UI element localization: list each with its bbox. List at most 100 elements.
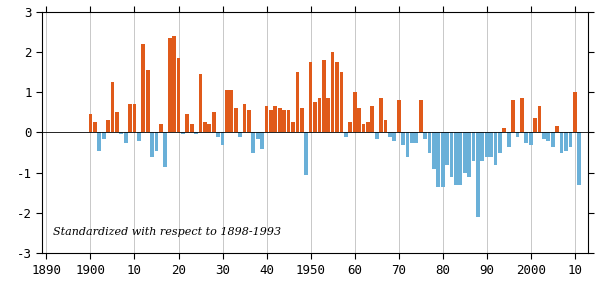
Bar	[176, 58, 181, 132]
Bar	[238, 132, 242, 137]
Bar	[300, 108, 304, 132]
Bar	[225, 90, 229, 132]
Bar	[362, 124, 365, 132]
Bar	[538, 106, 541, 132]
Bar	[283, 110, 286, 132]
Bar	[520, 98, 524, 132]
Bar	[274, 106, 277, 132]
Bar	[529, 132, 533, 145]
Bar	[410, 132, 414, 143]
Bar	[93, 122, 97, 132]
Bar	[419, 100, 422, 132]
Bar	[199, 74, 202, 132]
Bar	[485, 132, 488, 157]
Bar	[388, 132, 392, 137]
Bar	[137, 132, 141, 141]
Bar	[415, 132, 418, 143]
Bar	[234, 108, 238, 132]
Bar	[502, 128, 506, 132]
Bar	[551, 132, 554, 147]
Bar	[203, 122, 207, 132]
Bar	[569, 132, 572, 147]
Bar	[326, 98, 330, 132]
Bar	[260, 132, 264, 149]
Bar	[331, 52, 334, 132]
Bar	[317, 98, 321, 132]
Bar	[498, 132, 502, 153]
Bar	[110, 82, 115, 132]
Bar	[423, 132, 427, 139]
Bar	[547, 132, 550, 141]
Bar	[494, 132, 497, 165]
Bar	[296, 72, 299, 132]
Bar	[221, 132, 224, 145]
Bar	[577, 132, 581, 185]
Bar	[309, 62, 313, 132]
Bar	[181, 132, 185, 134]
Bar	[481, 132, 484, 161]
Bar	[467, 132, 471, 177]
Bar	[322, 60, 326, 132]
Bar	[150, 132, 154, 157]
Bar	[119, 132, 123, 134]
Bar	[278, 108, 281, 132]
Bar	[344, 132, 347, 137]
Bar	[155, 132, 158, 151]
Bar	[128, 104, 132, 132]
Bar	[463, 132, 467, 173]
Bar	[375, 132, 379, 139]
Bar	[392, 132, 396, 141]
Bar	[159, 124, 163, 132]
Bar	[349, 122, 352, 132]
Bar	[89, 114, 92, 132]
Bar	[406, 132, 409, 157]
Bar	[287, 110, 290, 132]
Bar	[353, 92, 356, 132]
Bar	[340, 72, 343, 132]
Bar	[304, 132, 308, 175]
Bar	[515, 132, 520, 137]
Bar	[560, 132, 563, 153]
Bar	[436, 132, 440, 187]
Bar	[573, 92, 577, 132]
Bar	[357, 108, 361, 132]
Bar	[313, 102, 317, 132]
Bar	[172, 36, 176, 132]
Bar	[489, 132, 493, 157]
Bar	[256, 132, 260, 139]
Bar	[142, 44, 145, 132]
Bar	[507, 132, 511, 147]
Bar	[265, 106, 268, 132]
Bar	[269, 110, 273, 132]
Bar	[146, 70, 149, 132]
Bar	[194, 132, 198, 134]
Bar	[556, 126, 559, 132]
Bar	[441, 132, 445, 187]
Bar	[124, 132, 128, 143]
Bar	[383, 120, 388, 132]
Bar	[524, 132, 528, 143]
Bar	[397, 100, 401, 132]
Bar	[216, 132, 220, 137]
Bar	[335, 62, 339, 132]
Bar	[432, 132, 436, 169]
Bar	[564, 132, 568, 151]
Bar	[185, 114, 189, 132]
Bar	[106, 120, 110, 132]
Bar	[454, 132, 458, 185]
Bar	[229, 90, 233, 132]
Bar	[401, 132, 405, 145]
Bar	[242, 104, 247, 132]
Bar	[428, 132, 431, 153]
Bar	[370, 106, 374, 132]
Bar	[251, 132, 255, 153]
Bar	[212, 112, 215, 132]
Bar	[168, 38, 172, 132]
Bar	[366, 122, 370, 132]
Bar	[208, 124, 211, 132]
Bar	[542, 132, 546, 139]
Bar	[190, 124, 194, 132]
Bar	[445, 132, 449, 165]
Bar	[291, 122, 295, 132]
Bar	[511, 100, 515, 132]
